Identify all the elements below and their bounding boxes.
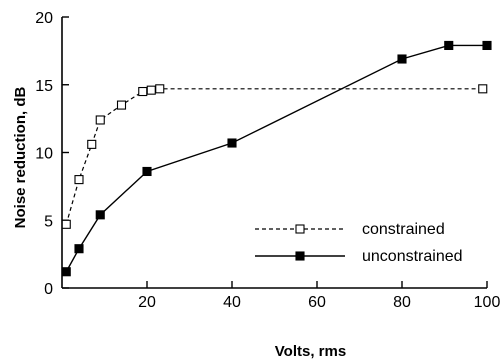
y-tick-label: 10 bbox=[35, 146, 53, 163]
data-point-constrained bbox=[478, 84, 488, 94]
data-point-constrained bbox=[146, 85, 156, 95]
x-tick-label: 100 bbox=[474, 294, 501, 311]
data-point-constrained bbox=[138, 86, 148, 97]
y-tick-label: 20 bbox=[35, 10, 53, 27]
data-point-unconstrained bbox=[74, 244, 84, 254]
data-point-constrained bbox=[116, 100, 127, 110]
x-tick-label: 80 bbox=[393, 294, 411, 311]
x-tick-label: 60 bbox=[308, 294, 326, 311]
x-tick-label: 40 bbox=[223, 294, 241, 311]
y-tick-label: 5 bbox=[44, 213, 53, 230]
x-axis-title: Volts, rms bbox=[275, 343, 346, 360]
data-point-unconstrained bbox=[61, 267, 71, 277]
legend: constrained unconstrained bbox=[255, 221, 463, 265]
series-line-constrained bbox=[65, 88, 483, 225]
data-point-constrained bbox=[87, 139, 97, 149]
y-axis-title: Noise reduction, dB bbox=[12, 86, 29, 228]
data-point-unconstrained bbox=[95, 210, 105, 220]
data-point-constrained bbox=[155, 84, 165, 94]
legend-marker-constrained bbox=[295, 224, 305, 234]
series-line-unconstrained bbox=[65, 44, 487, 273]
data-point-unconstrained bbox=[444, 40, 454, 51]
legend-label-unconstrained: unconstrained bbox=[362, 248, 463, 265]
data-point-unconstrained bbox=[142, 166, 152, 177]
legend-marker-unconstrained bbox=[295, 251, 305, 261]
data-point-constrained bbox=[74, 175, 84, 185]
data-point-constrained bbox=[61, 219, 71, 229]
x-tick-label: 20 bbox=[138, 294, 156, 311]
legend-label-constrained: constrained bbox=[362, 221, 445, 238]
ticks: 0 5 10 15 20 20 40 60 80 100 bbox=[35, 10, 500, 311]
y-tick-label: 15 bbox=[35, 78, 53, 95]
data-point-constrained bbox=[95, 115, 105, 125]
y-tick-label: 0 bbox=[44, 281, 53, 298]
data-point-unconstrained bbox=[397, 54, 407, 64]
data-point-unconstrained bbox=[227, 138, 237, 148]
series-layer bbox=[61, 40, 492, 277]
data-point-unconstrained bbox=[482, 40, 492, 51]
